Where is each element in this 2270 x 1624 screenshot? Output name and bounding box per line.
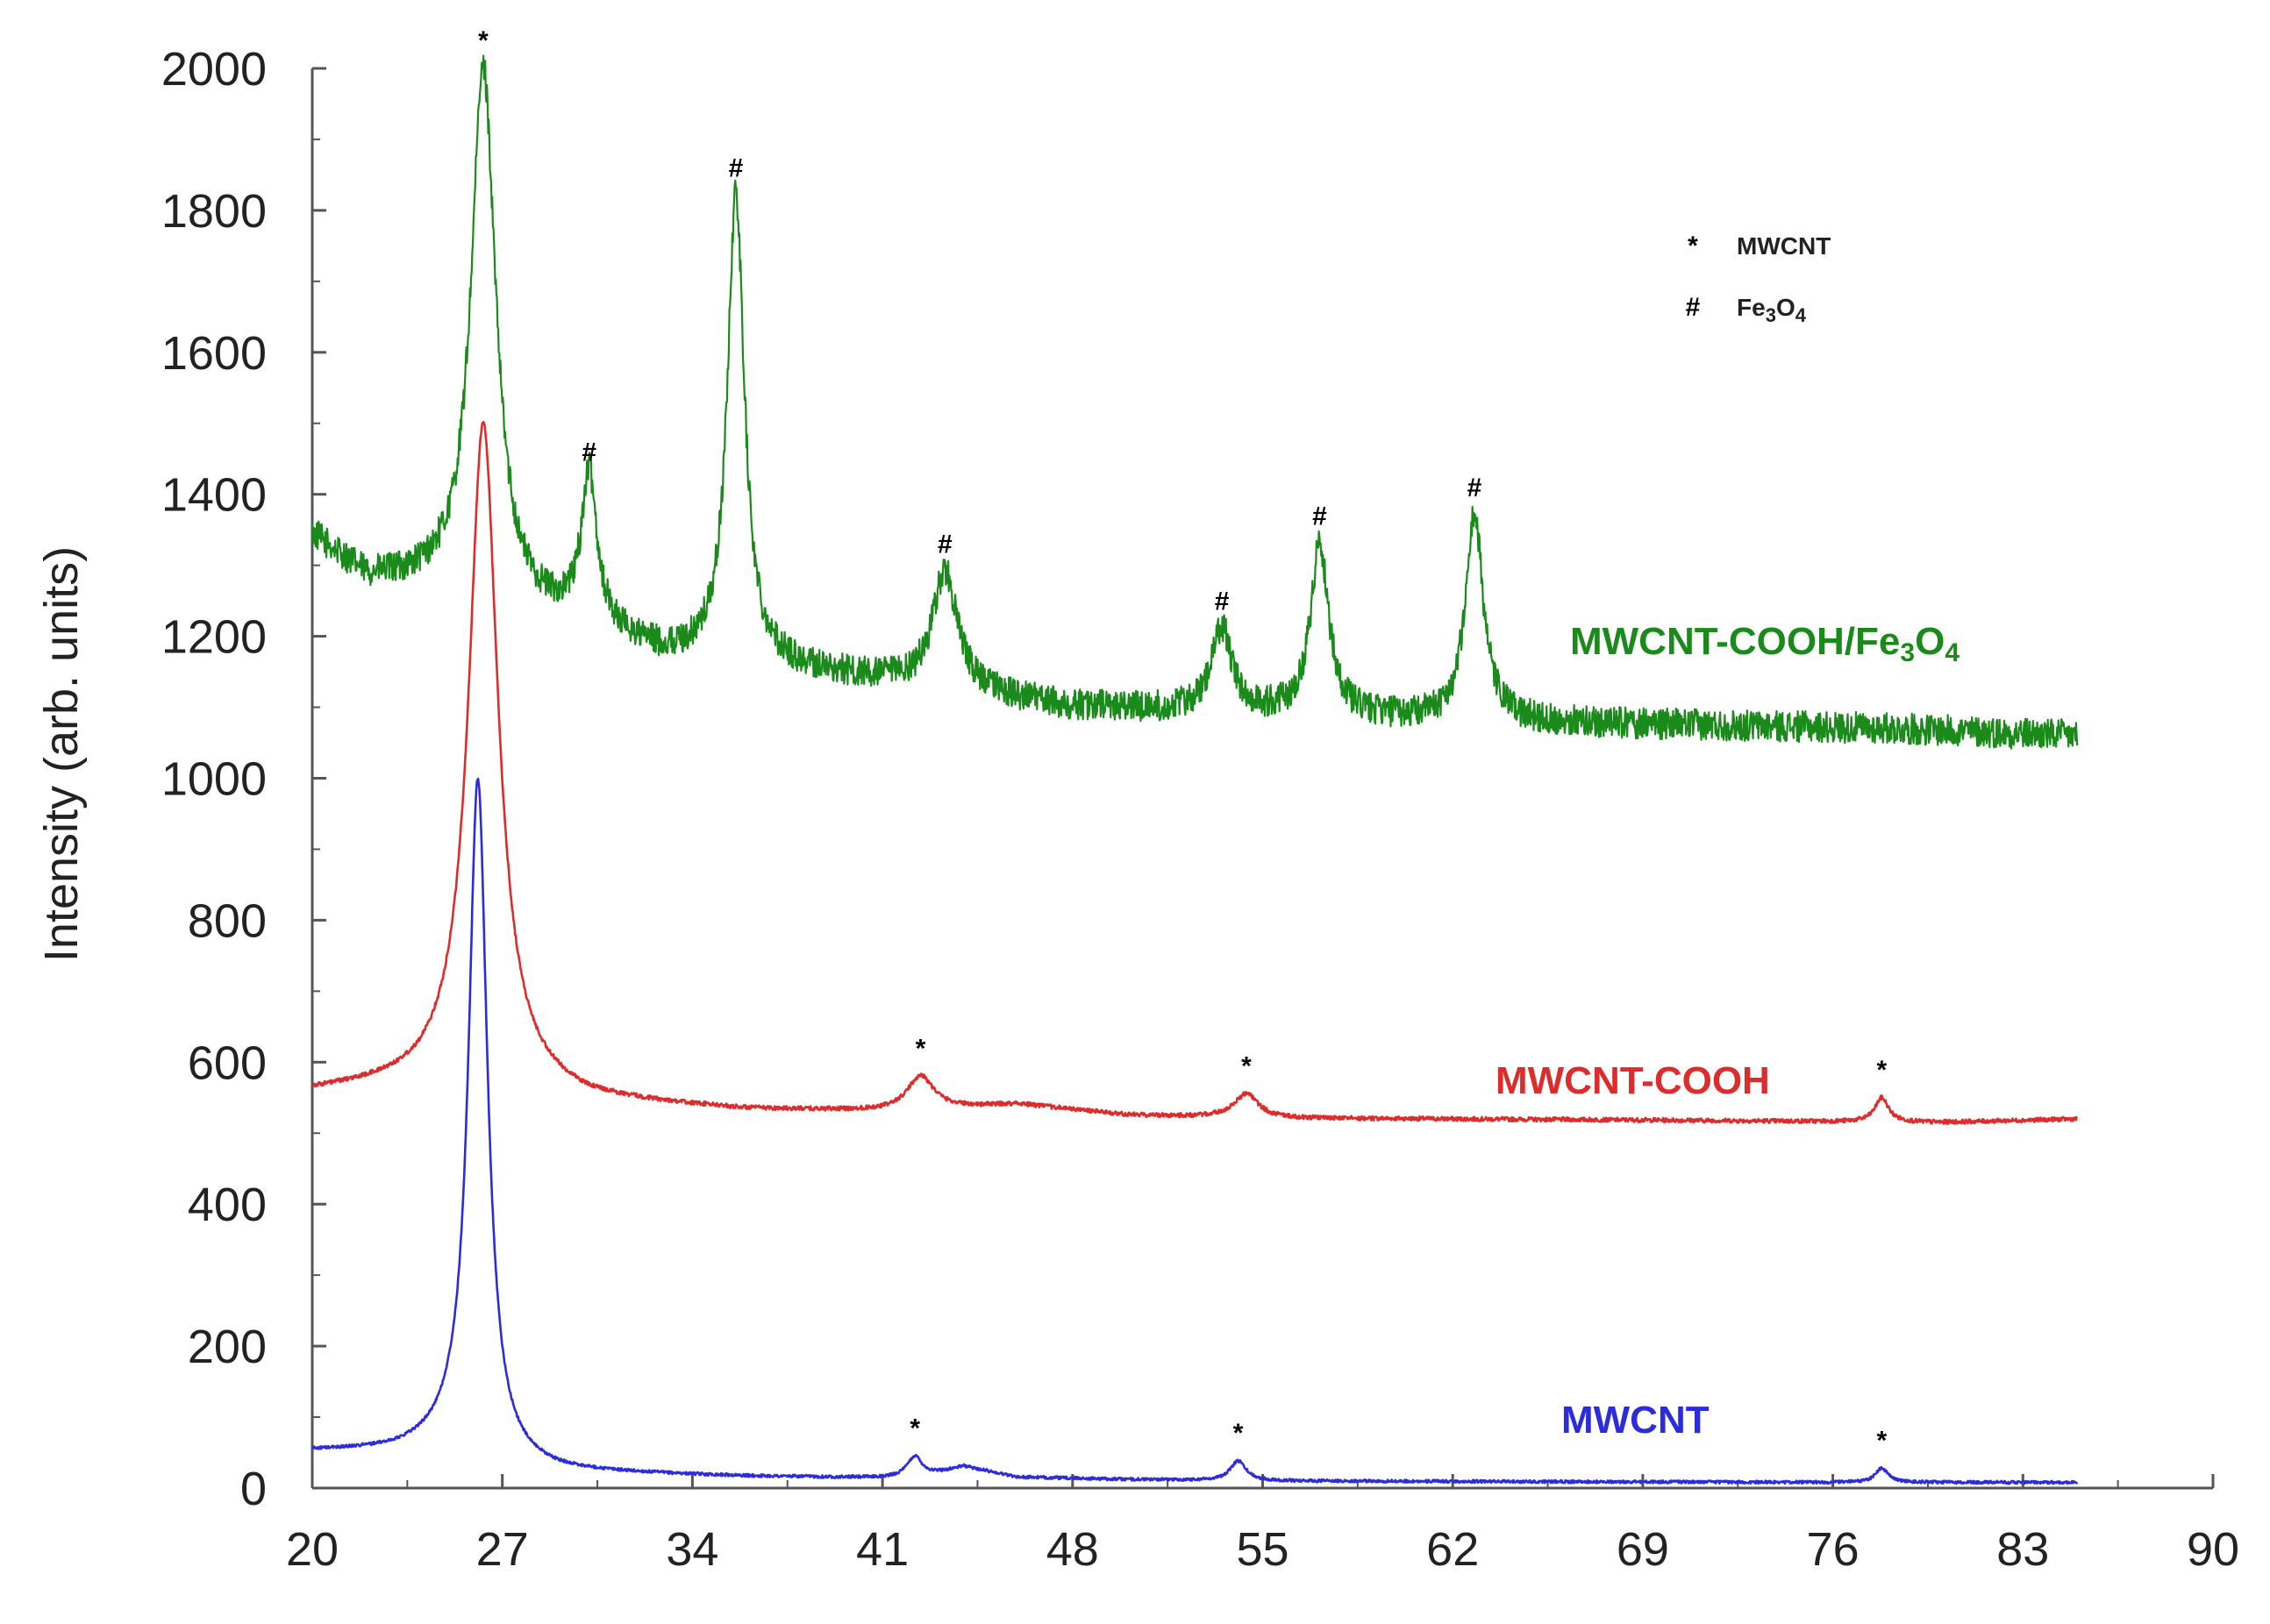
y-tick-label: 2000 [161,43,267,96]
y-tick-label: 1000 [161,753,267,806]
mwcnt-peak-mark: * [1241,1052,1252,1081]
fe3o4-peak-mark: # [938,531,953,559]
mwcnt-peak-mark: * [1876,1056,1887,1085]
y-tick-label: 200 [188,1321,267,1373]
x-tick-label: 34 [666,1523,718,1576]
y-tick-label: 1400 [161,469,267,522]
x-tick-label: 55 [1236,1523,1288,1576]
y-tick-label: 800 [188,894,267,947]
mwcnt-peak-mark: * [910,1414,920,1443]
fe3o4-peak-mark: # [1467,474,1482,502]
legend-star-symbol: * [1688,231,1698,260]
x-tick-label: 27 [476,1523,529,1576]
x-tick-label: 20 [286,1523,339,1576]
series-label: MWCNT [1561,1399,1710,1442]
series-line-mwcnt-cooh-fe3o4 [311,54,2079,750]
legend-label: MWCNT [1737,232,1831,260]
x-tick-label: 90 [2187,1523,2239,1576]
series-label: MWCNT-COOH/Fe3O4 [1570,620,1959,667]
y-tick-label: 0 [240,1463,267,1515]
y-axis-title: Intensity (arb. units) [35,546,88,962]
series-line-mwcnt [311,777,2079,1485]
x-tick-label: 83 [1996,1523,2049,1576]
y-tick-label: 400 [188,1179,267,1231]
peak-marks: * # # # # # # * * * * * * [478,26,1887,1455]
series-label: MWCNT-COOH [1495,1059,1770,1102]
y-tick-label: 1200 [161,611,267,664]
x-tick-label: 48 [1046,1523,1099,1576]
legend: * MWCNT # Fe3O4 [1686,231,1831,326]
fe3o4-peak-mark: # [729,154,744,183]
y-tick-label: 600 [188,1036,267,1089]
mwcnt-peak-mark: * [1876,1426,1887,1455]
axes: 0 200 400 600 800 1000 1200 1400 1600 1800 2000 20 2… [161,43,2239,1576]
fe3o4-peak-mark: # [1312,502,1327,531]
legend-label: Fe3O4 [1737,294,1807,326]
x-tick-label: 76 [1807,1523,1860,1576]
mwcnt-peak-mark: * [916,1034,926,1063]
x-tick-label: 62 [1426,1523,1479,1576]
y-tick-label: 1600 [161,327,267,380]
mwcnt-peak-mark: * [478,26,489,55]
fe3o4-peak-mark: # [582,438,596,467]
mwcnt-peak-mark: * [1233,1419,1244,1448]
legend-hash-symbol: # [1686,293,1701,322]
x-tick-label: 69 [1617,1523,1669,1576]
fe3o4-peak-mark: # [1215,588,1230,616]
y-tick-label: 1800 [161,185,267,238]
series-layer [311,54,2079,1485]
series-labels: MWCNT-COOH/Fe3O4 MWCNT-COOH MWCNT [1495,620,1959,1442]
series-line-mwcnt-cooh [311,420,2078,1125]
x-tick-label: 41 [856,1523,909,1576]
